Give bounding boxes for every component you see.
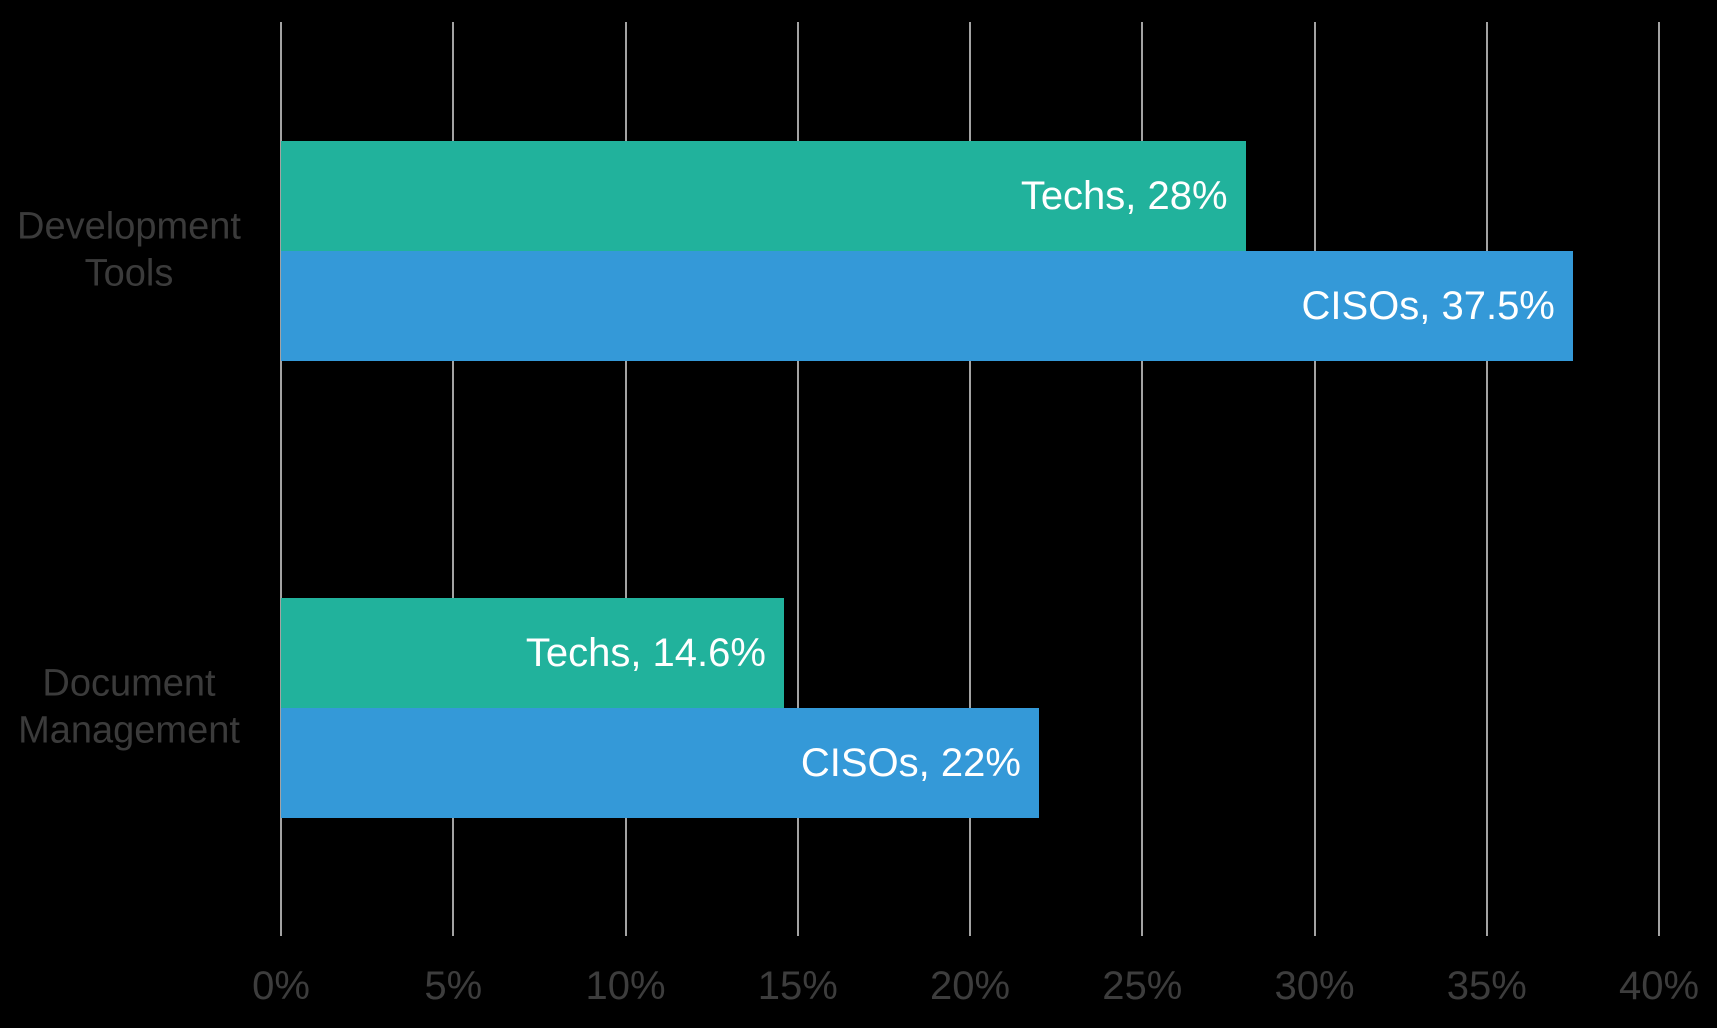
x-tick-label-40%: 40% <box>1618 964 1700 1008</box>
x-tick-label-25%: 25% <box>1102 964 1183 1008</box>
x-tick-label-20%: 20% <box>929 964 1011 1008</box>
gridline-25% <box>1141 22 1144 936</box>
bar-data-label: Techs, 28% <box>1020 173 1228 218</box>
gridline-20% <box>969 22 971 936</box>
bar-cisos-document-management: CISOs, 22% <box>281 707 1039 818</box>
x-tick-label-15%: 15% <box>757 964 838 1008</box>
bar-data-label: CISOs, 22% <box>800 740 1021 785</box>
bar-data-label: CISOs, 37.5% <box>1301 283 1555 328</box>
x-tick-label-10%: 10% <box>585 964 666 1008</box>
x-tick-label-0%: 0% <box>252 964 310 1008</box>
category-label-document-management: Document Management <box>18 662 240 752</box>
bar-techs-development-tools: Techs, 28% <box>281 140 1246 251</box>
bar-data-label: Techs, 14.6% <box>525 630 766 675</box>
bar-cisos-development-tools: CISOs, 37.5% <box>281 250 1573 361</box>
x-tick-label-35%: 35% <box>1446 964 1527 1008</box>
category-label-development-tools: Development Tools <box>17 205 241 295</box>
x-tick-label-30%: 30% <box>1274 964 1355 1008</box>
plot-area: Techs, 28% CISOs, 37.5% Techs, 14.6% CISOs,… <box>280 22 1660 936</box>
gridline-40% <box>1658 22 1660 936</box>
x-tick-label-5%: 5% <box>424 964 483 1008</box>
gridline-35% <box>1485 22 1488 936</box>
gridline-5% <box>452 22 455 936</box>
gridline-0% <box>280 22 282 936</box>
gridline-10% <box>624 22 627 936</box>
bar-techs-document-management: Techs, 14.6% <box>281 597 784 708</box>
gridline-15% <box>796 22 799 936</box>
gridline-30% <box>1313 22 1316 936</box>
